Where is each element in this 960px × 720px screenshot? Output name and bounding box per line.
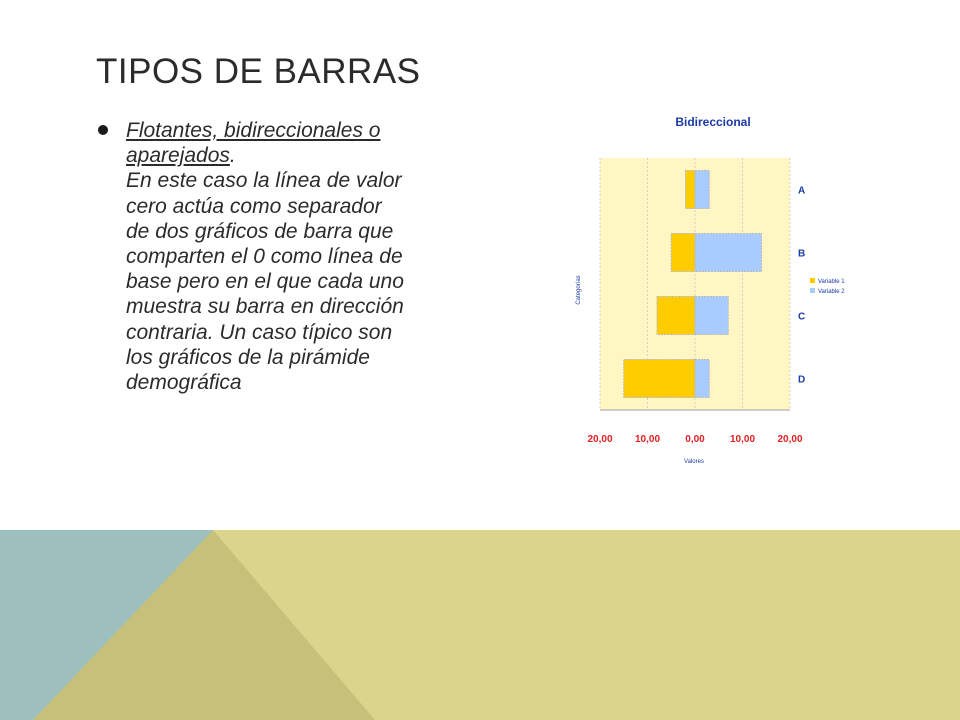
bar-A-series-2 (694, 170, 710, 209)
bar-C-series-1 (656, 296, 696, 335)
x-tick-label: 20,00 (777, 434, 802, 445)
bullet-item: Flotantes, bidireccionales o aparejados.… (98, 118, 408, 395)
bar-D-series-2 (694, 359, 710, 398)
x-tick-label: 20,00 (587, 434, 612, 445)
bars (623, 170, 762, 398)
x-tick-label: 10,00 (730, 434, 755, 445)
bar-B-series-2 (694, 233, 762, 272)
y-axis-label: Categorías (576, 275, 582, 304)
category-labels: A B C D (798, 186, 805, 386)
bar-A-series-1 (685, 170, 696, 209)
x-tick-label: 10,00 (635, 434, 660, 445)
footer-teal-shape (0, 530, 213, 720)
legend-swatch (810, 288, 815, 293)
slide-title: TIPOS DE BARRAS (96, 52, 421, 91)
category-label: A (798, 186, 805, 197)
chart-title: Bidireccional (675, 115, 750, 129)
bar-B-series-1 (670, 233, 696, 272)
x-tick-labels: 20,00 10,00 0,00 10,00 20,00 (587, 434, 802, 445)
x-tick-label: 0,00 (685, 434, 705, 445)
bullet-description: En este caso la línea de valor cero actú… (126, 169, 404, 395)
legend-swatch (810, 278, 815, 283)
category-label: B (798, 249, 805, 260)
bullet-link[interactable]: Flotantes, bidireccionales o aparejados (126, 119, 381, 168)
bullet-period: . (229, 144, 236, 168)
chart-legend: Variable 1 Variable 2 (810, 278, 845, 295)
category-label: C (798, 312, 805, 323)
bullet-dot-icon (98, 125, 108, 135)
category-label: D (798, 375, 805, 386)
footer-decoration (0, 530, 960, 720)
legend-label: Variable 2 (818, 289, 845, 295)
bar-C-series-2 (694, 296, 729, 335)
legend-label: Variable 1 (818, 279, 845, 285)
bar-D-series-1 (623, 359, 696, 398)
x-axis-label: Valores (684, 459, 704, 465)
bullet-text: Flotantes, bidireccionales o aparejados.… (126, 118, 408, 395)
